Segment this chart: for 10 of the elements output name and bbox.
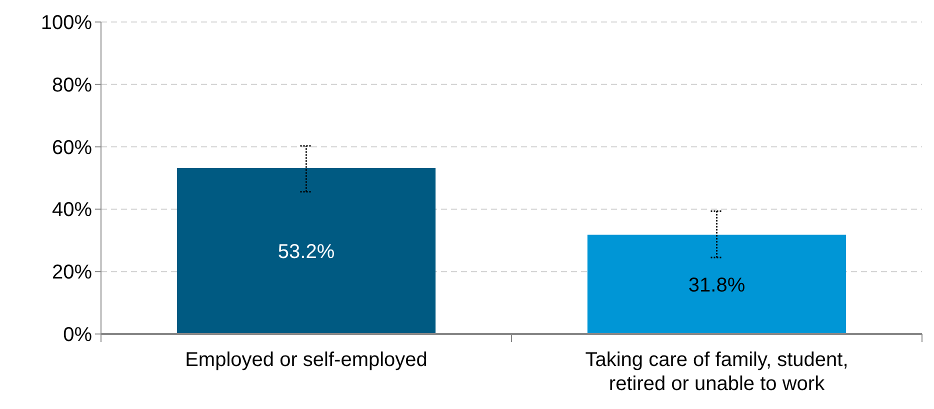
x-tick-label: Taking care of family, student, retired or unable to work — [585, 349, 848, 395]
y-tick-label: 100% — [40, 12, 92, 34]
y-tick-label: 0% — [63, 324, 92, 346]
y-tick-label: 80% — [52, 74, 92, 96]
y-tick-label: 20% — [52, 262, 92, 284]
y-tick-label: 60% — [52, 136, 92, 159]
data-label: 31.8% — [688, 274, 746, 296]
data-label: 53.2% — [278, 241, 335, 264]
y-tick-label: 40% — [52, 199, 92, 222]
x-tick-label: Employed or self-employed — [185, 349, 428, 371]
